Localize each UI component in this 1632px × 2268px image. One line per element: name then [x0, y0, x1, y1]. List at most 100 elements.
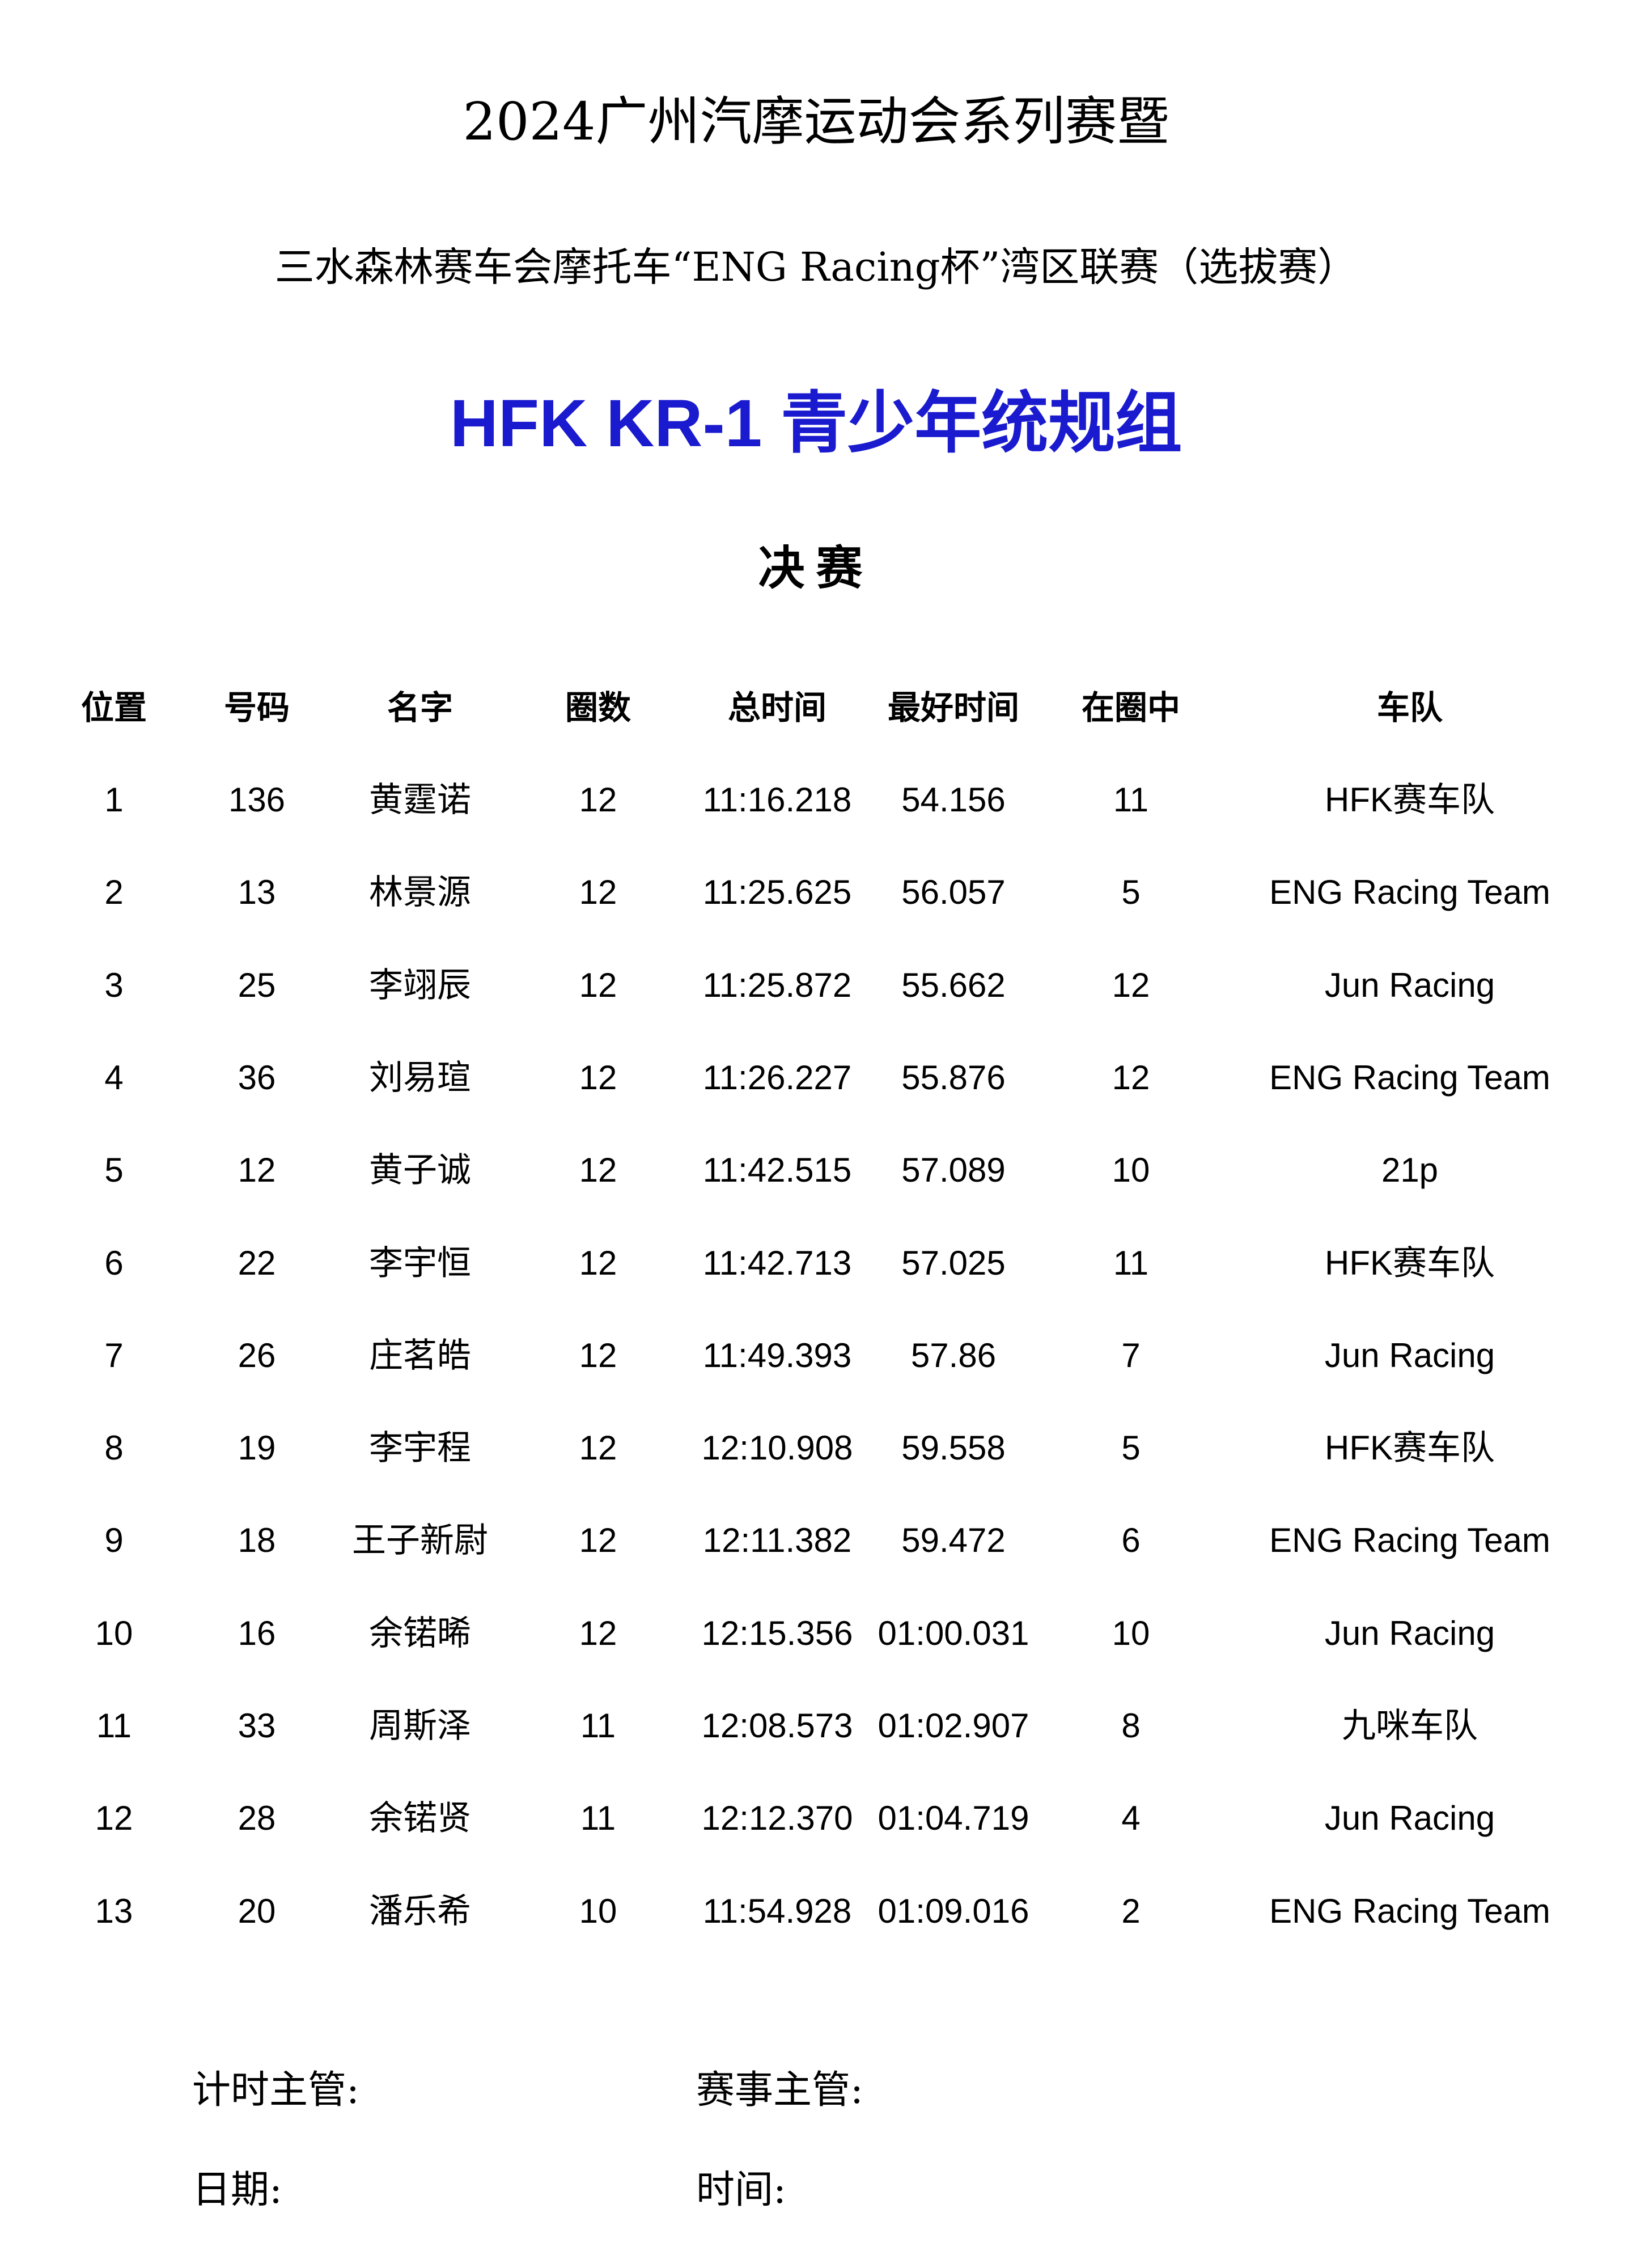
cell-position: 10	[95, 1614, 133, 1652]
cell-name: 潘乐希	[369, 1892, 471, 1930]
cell-name: 余锘晞	[369, 1614, 471, 1652]
cell-number: 136	[228, 781, 286, 819]
cell-laps: 12	[579, 1614, 617, 1652]
cell-total-time: 12:12.370	[701, 1799, 853, 1838]
cell-team: ENG Racing Team	[1269, 1521, 1550, 1560]
cell-position: 7	[104, 1336, 124, 1374]
header-position: 位置	[80, 688, 147, 727]
cell-best-time: 57.86	[910, 1336, 997, 1374]
header-laps: 圈数	[565, 688, 631, 727]
cell-team: HFK赛车队	[1325, 781, 1495, 819]
header-name: 名字	[387, 688, 453, 727]
cell-team: Jun Racing	[1324, 1336, 1495, 1374]
cell-name: 李宇恒	[369, 1243, 471, 1282]
cell-best-time: 55.876	[901, 1058, 1006, 1097]
cell-position: 6	[104, 1243, 124, 1282]
cell-position: 2	[104, 873, 124, 912]
cell-best-lap: 11	[1113, 1243, 1149, 1282]
cell-laps: 12	[579, 781, 617, 819]
cell-number: 33	[238, 1707, 276, 1745]
cell-laps: 11	[580, 1799, 616, 1838]
cell-best-lap: 12	[1112, 966, 1150, 1004]
cell-best-lap: 12	[1112, 1058, 1150, 1097]
cell-name: 庄茗皓	[369, 1336, 471, 1374]
cell-laps: 12	[579, 1429, 617, 1467]
cell-position: 12	[95, 1799, 133, 1838]
cell-position: 4	[104, 1058, 124, 1097]
cell-number: 28	[238, 1799, 276, 1838]
date-label: 日期:	[192, 2168, 282, 2212]
cell-number: 18	[238, 1521, 276, 1560]
cell-best-time: 59.558	[901, 1429, 1006, 1467]
cell-name: 黄霆诺	[369, 781, 471, 819]
cell-best-lap: 7	[1121, 1336, 1141, 1374]
header-team: 车队	[1376, 688, 1443, 727]
cell-number: 22	[238, 1243, 276, 1282]
cell-number: 25	[238, 966, 276, 1004]
cell-laps: 12	[579, 1521, 617, 1560]
header-best-time: 最好时间	[887, 688, 1020, 727]
cell-total-time: 11:42.515	[702, 1151, 852, 1190]
cell-team: ENG Racing Team	[1269, 873, 1550, 912]
class-heading: HFK KR-1 青少年统规组	[450, 386, 1182, 461]
cell-name: 李翊辰	[369, 966, 471, 1004]
cell-best-time: 59.472	[901, 1521, 1006, 1560]
cell-best-lap: 11	[1113, 781, 1149, 819]
cell-laps: 12	[579, 1058, 617, 1097]
cell-team: 九咪车队	[1342, 1707, 1478, 1745]
cell-number: 19	[238, 1429, 276, 1467]
cell-best-lap: 2	[1121, 1892, 1141, 1930]
cell-name: 黄子诚	[369, 1151, 471, 1190]
cell-position: 1	[104, 781, 124, 819]
cell-laps: 12	[579, 1336, 617, 1374]
cell-best-time: 01:00.031	[878, 1614, 1029, 1652]
cell-position: 11	[96, 1707, 132, 1745]
cell-total-time: 11:49.393	[702, 1336, 852, 1374]
timing-supervisor-label: 计时主管:	[192, 2068, 359, 2113]
cell-best-time: 56.057	[901, 873, 1006, 912]
stage-heading: 决赛	[758, 541, 874, 595]
cell-total-time: 11:26.227	[702, 1058, 852, 1097]
cell-team: ENG Racing Team	[1269, 1892, 1550, 1930]
cell-total-time: 11:25.625	[702, 873, 852, 912]
cell-position: 13	[95, 1892, 133, 1930]
cell-name: 刘易瑄	[369, 1058, 471, 1097]
race-supervisor-label: 赛事主管:	[696, 2068, 863, 2113]
cell-number: 20	[238, 1892, 276, 1930]
cell-team: HFK赛车队	[1325, 1429, 1495, 1467]
cell-number: 36	[238, 1058, 276, 1097]
cell-team: Jun Racing	[1324, 966, 1495, 1004]
time-label: 时间:	[696, 2168, 786, 2212]
cell-team: 21p	[1381, 1151, 1439, 1190]
cell-best-time: 57.025	[901, 1243, 1006, 1282]
cell-best-lap: 10	[1112, 1151, 1150, 1190]
header-total-time: 总时间	[727, 688, 827, 727]
cell-name: 林景源	[369, 873, 471, 912]
cell-name: 余锘贤	[369, 1799, 471, 1838]
cell-laps: 12	[579, 966, 617, 1004]
cell-number: 12	[238, 1151, 276, 1190]
cell-team: ENG Racing Team	[1269, 1058, 1550, 1097]
cell-laps: 12	[579, 1243, 617, 1282]
cell-total-time: 12:10.908	[701, 1429, 853, 1467]
cell-total-time: 12:15.356	[701, 1614, 853, 1652]
cell-number: 13	[238, 873, 276, 912]
cell-best-lap: 4	[1121, 1799, 1141, 1838]
cell-total-time: 11:54.928	[702, 1892, 852, 1930]
cell-best-lap: 8	[1121, 1707, 1141, 1745]
cell-team: HFK赛车队	[1325, 1243, 1495, 1282]
cell-best-lap: 10	[1112, 1614, 1150, 1652]
cell-total-time: 12:08.573	[701, 1707, 853, 1745]
document-subtitle: 三水森林赛车会摩托车“ENG Racing杯”湾区联赛（选拔赛）	[274, 244, 1358, 290]
cell-team: Jun Racing	[1324, 1799, 1495, 1838]
cell-total-time: 11:42.713	[702, 1243, 852, 1282]
cell-best-time: 01:04.719	[878, 1799, 1029, 1838]
cell-laps: 10	[579, 1892, 617, 1930]
header-number: 号码	[223, 688, 290, 727]
cell-name: 周斯泽	[369, 1707, 471, 1745]
cell-position: 3	[104, 966, 124, 1004]
cell-total-time: 11:16.218	[702, 781, 852, 819]
cell-laps: 12	[579, 873, 617, 912]
cell-best-time: 01:09.016	[878, 1892, 1029, 1930]
cell-best-lap: 5	[1121, 1429, 1141, 1467]
